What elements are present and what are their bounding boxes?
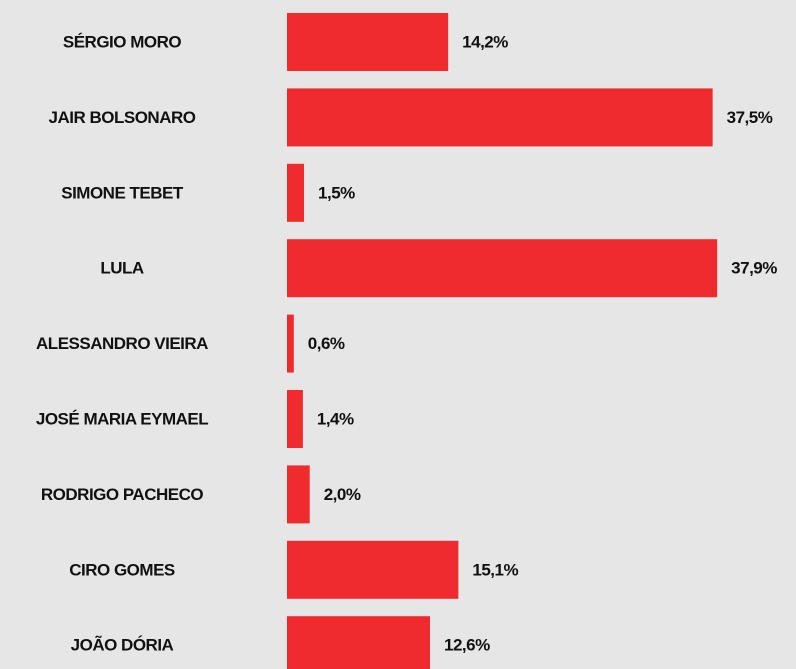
bar xyxy=(287,465,310,524)
bar xyxy=(287,163,305,222)
category-label: JOSÉ MARIA EYMAEL xyxy=(36,409,208,428)
category-label: ALESSANDRO VIEIRA xyxy=(36,334,208,353)
category-label: RODRIGO PACHECO xyxy=(41,485,203,504)
value-label: 37,9% xyxy=(731,259,777,278)
bar xyxy=(287,390,303,448)
category-label: LULA xyxy=(100,259,144,278)
category-label: CIRO GOMES xyxy=(69,560,175,579)
bar xyxy=(287,314,294,373)
category-label: JOÃO DÓRIA xyxy=(71,635,174,655)
category-label: SÉRGIO MORO xyxy=(63,32,182,51)
bar xyxy=(287,13,449,71)
value-label: 37,5% xyxy=(727,108,773,127)
value-label: 1,5% xyxy=(318,183,355,202)
category-label: SIMONE TEBET xyxy=(61,183,184,202)
bar xyxy=(287,88,713,147)
value-label: 0,6% xyxy=(308,334,345,353)
value-label: 15,1% xyxy=(472,560,518,579)
bar xyxy=(287,540,459,599)
value-label: 2,0% xyxy=(324,485,361,504)
bar xyxy=(287,616,431,669)
value-label: 12,6% xyxy=(444,636,490,655)
value-label: 14,2% xyxy=(462,32,508,51)
bar xyxy=(287,239,718,298)
category-label: JAIR BOLSONARO xyxy=(49,108,196,127)
value-label: 1,4% xyxy=(317,409,354,428)
